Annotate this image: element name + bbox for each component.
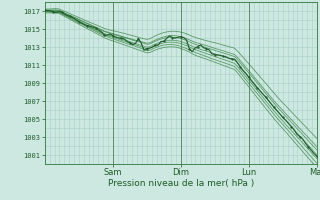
X-axis label: Pression niveau de la mer( hPa ): Pression niveau de la mer( hPa ) [108,179,254,188]
